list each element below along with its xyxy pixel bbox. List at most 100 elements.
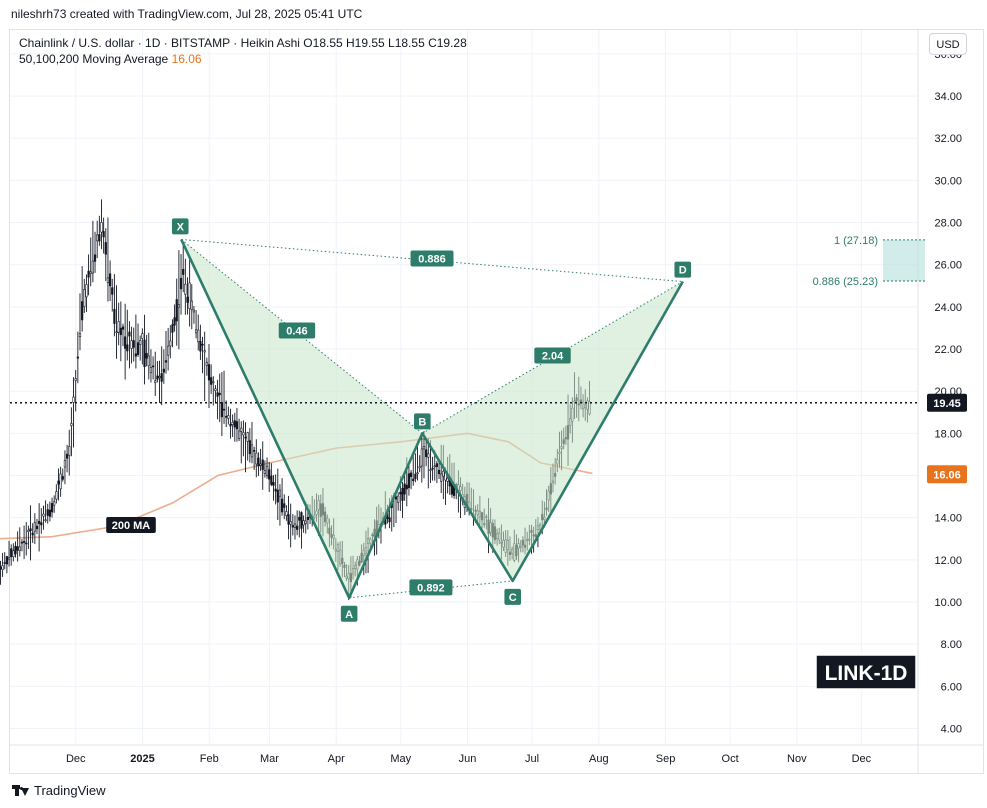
candle-body — [199, 341, 202, 352]
candle-body — [272, 481, 275, 486]
candle-body — [407, 473, 411, 488]
chart-overlay: X A B C D 0.46 0.892 2.04 0.886 1 (27.18) 0.886 (2… — [10, 218, 967, 690]
candle-body — [38, 520, 41, 524]
y-tick-label: 24.00 — [934, 302, 962, 314]
candle-body — [409, 472, 413, 478]
candle-body — [210, 377, 213, 385]
candle-body — [44, 519, 47, 522]
candle-body — [98, 234, 101, 242]
candle-body — [265, 465, 269, 477]
candle-body — [63, 459, 67, 468]
candle-body — [104, 242, 107, 255]
candle-body — [429, 469, 432, 471]
pattern-point-label: A — [345, 609, 353, 621]
candle-body — [283, 503, 286, 508]
candle-body — [287, 514, 290, 525]
candle-body — [119, 327, 122, 336]
x-tick-label: Jul — [525, 753, 539, 765]
candle-body — [40, 522, 43, 526]
candle-body — [399, 491, 402, 495]
x-tick-label: Mar — [260, 753, 279, 765]
pattern-ratio-line — [349, 580, 513, 599]
pattern-point-label: C — [509, 592, 517, 604]
target-level-label: 0.886 (25.23) — [813, 276, 878, 288]
candle-body — [156, 375, 159, 380]
candle-body — [214, 388, 217, 391]
y-tick-label: 18.00 — [934, 428, 962, 440]
candle-body — [418, 466, 421, 469]
candle-body — [216, 392, 219, 397]
candle-body — [1, 565, 4, 570]
candle-body — [96, 234, 99, 242]
candle-body — [173, 317, 176, 326]
pattern-point-label: D — [679, 265, 687, 277]
candle-body — [231, 421, 234, 425]
candle-body — [3, 562, 6, 564]
x-tick-label: Oct — [722, 753, 739, 765]
candle-body — [240, 427, 243, 432]
watermark-box — [815, 654, 917, 690]
candle-body — [220, 402, 223, 418]
candle-body — [70, 423, 73, 426]
candle-body — [205, 361, 208, 366]
candle-body — [414, 473, 417, 479]
candle-body — [111, 287, 114, 295]
pattern-legs — [180, 238, 684, 600]
ma-line-legend: 50,100,200 Moving Average 16.06 — [19, 51, 467, 67]
chart-credit: nileshrh73 created with TradingView.com,… — [11, 7, 363, 21]
pattern-point-label-bg — [171, 218, 189, 235]
y-tick-label: 34.00 — [934, 91, 962, 103]
candle-body — [394, 496, 398, 500]
candle-body — [16, 546, 19, 551]
pattern-ratio-label-bg — [534, 347, 571, 364]
candle-body — [158, 376, 161, 378]
candle-body — [61, 476, 64, 480]
candle-body — [117, 321, 120, 333]
candle-body — [18, 546, 21, 551]
candle-body — [106, 277, 110, 283]
candle-body — [57, 480, 60, 485]
candle-body — [46, 509, 49, 516]
y-tick-label: 28.00 — [934, 218, 962, 230]
y-tick-label: 22.00 — [934, 344, 962, 356]
candle-body — [229, 423, 232, 427]
ma-price-badge — [927, 465, 967, 484]
candle-body — [42, 513, 45, 517]
pattern-ratio-label-bg — [410, 250, 454, 267]
candle-body — [388, 517, 391, 523]
candle-body — [89, 271, 92, 274]
candle-body — [403, 483, 406, 495]
target-level-label: 1 (27.18) — [834, 235, 878, 247]
candle-body — [278, 489, 282, 497]
candle-body — [126, 344, 129, 352]
chart-grid — [10, 30, 918, 745]
candle-body — [270, 475, 273, 485]
candle-body — [276, 489, 279, 503]
y-tick-label: 8.00 — [941, 639, 962, 651]
ma-name-label-bg — [106, 517, 156, 533]
x-tick-label: Dec — [66, 753, 86, 765]
pattern-point-label-bg — [504, 588, 522, 605]
candle-body — [5, 556, 8, 565]
pattern-ratio-label: 0.892 — [417, 582, 445, 594]
candle-body — [427, 453, 430, 458]
candle-body — [65, 453, 69, 459]
currency-button[interactable]: USD — [929, 33, 967, 55]
candle-body — [261, 459, 264, 470]
candle-body — [160, 373, 163, 382]
candle-body — [186, 296, 189, 303]
candle-body — [59, 473, 62, 490]
candle-body — [257, 457, 260, 467]
candle-body — [431, 467, 434, 470]
candle-body — [108, 273, 112, 287]
candle-body — [177, 304, 180, 308]
ma-value: 16.06 — [171, 52, 202, 66]
candle-body — [130, 340, 133, 349]
candle-body — [100, 222, 103, 233]
candle-body — [121, 326, 125, 330]
candle-body — [259, 463, 262, 466]
candle-body — [139, 340, 142, 345]
x-tick-label: Feb — [200, 753, 219, 765]
candle-body — [405, 484, 408, 490]
